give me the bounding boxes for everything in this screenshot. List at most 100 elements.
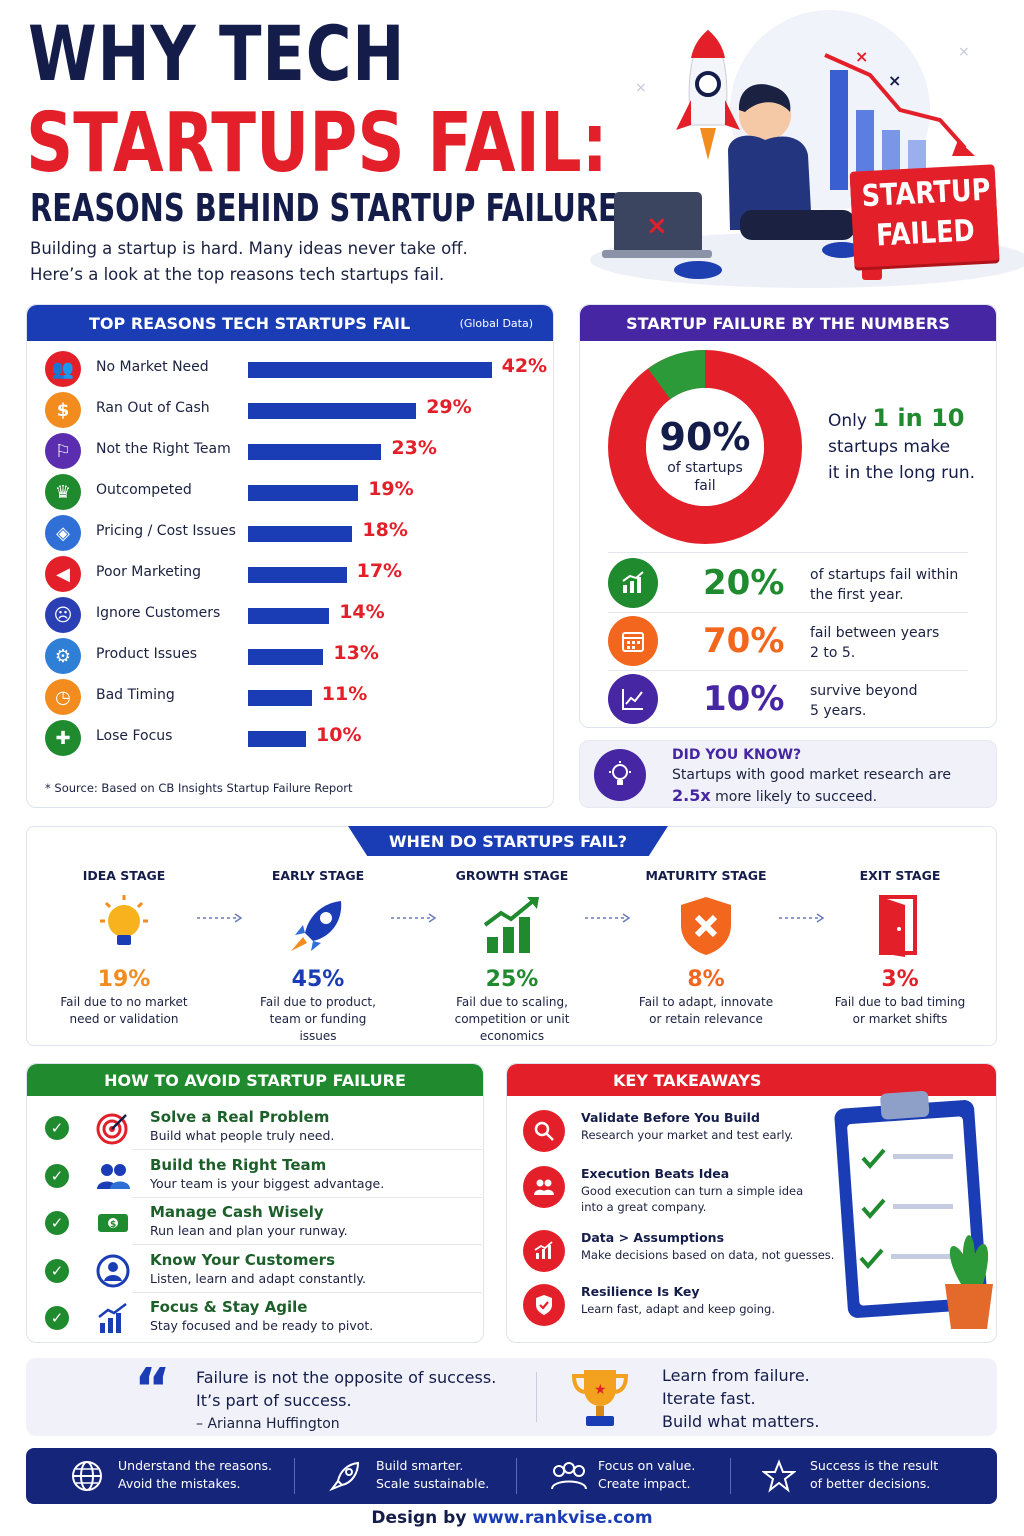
cash-icon: $ (95, 1205, 131, 1241)
stage-title: MATURITY STAGE (645, 868, 767, 883)
quote-author: – Arianna Huffington (196, 1416, 340, 1432)
only-word: Only (828, 411, 867, 431)
reason-pct: 23% (391, 437, 437, 459)
svg-text:$: $ (110, 1220, 116, 1230)
reason-bar (248, 567, 347, 583)
title-line-1: WHY TECH (28, 9, 406, 98)
check-icon: ✓ (45, 1211, 69, 1235)
takeaway-row: Resilience Is Key Learn fast, adapt and … (523, 1284, 843, 1340)
stage-item: MATURITY STAGE 8% Fail to adapt, innovat… (616, 868, 796, 1028)
footer-line-2: of better decisions. (810, 1476, 931, 1491)
sad-face-icon: ☹ (45, 597, 81, 633)
stat-text-line-1: of startups fail within (810, 567, 959, 583)
trophy-icon: ♛ (45, 474, 81, 510)
arrow-right-icon (585, 912, 633, 923)
quote-line-2: It’s part of success. (196, 1391, 352, 1410)
stage-pct: 45% (291, 967, 345, 992)
only-line-2: startups make (828, 437, 951, 457)
reason-pct: 11% (321, 683, 368, 705)
check-icon: ✓ (45, 1258, 69, 1283)
stage-desc: Fail due to product, team or funding iss… (260, 995, 376, 1043)
svg-text:★: ★ (594, 1382, 607, 1398)
title-line-2: STARTUPS FAIL: (26, 96, 608, 191)
one-in-ten-text: Only 1 in 10 startups make it in the lon… (828, 405, 975, 486)
intro-line-2: Here’s a look at the top reasons tech st… (30, 265, 445, 284)
reason-bar (248, 403, 417, 419)
footer-divider (294, 1458, 295, 1494)
donut-pct: 90% (659, 415, 751, 459)
search-icon (523, 1110, 565, 1152)
stat-divider (608, 670, 968, 671)
stage-pct: 25% (485, 967, 539, 992)
shield-check-icon (523, 1284, 565, 1326)
subtitle: REASONS BEHIND STARTUP FAILURE (30, 186, 618, 230)
reason-row: ✚ Lose Focus 10% (45, 720, 565, 756)
footer-line-2: Create impact. (598, 1476, 691, 1491)
avoid-row: ✓ Focus & Stay Agile Stay focused and be… (45, 1296, 485, 1342)
reason-row: ◀ Poor Marketing 17% (45, 556, 565, 592)
arrow-right-icon (779, 912, 827, 923)
takeaway-row: Data > Assumptions Make decisions based … (523, 1230, 843, 1286)
footer-line-1: Focus on value. (598, 1458, 696, 1473)
dollar-icon: $ (45, 392, 81, 428)
svg-text:×: × (888, 71, 901, 90)
footer-text: Success is the result of better decision… (810, 1457, 938, 1493)
avoid-row: ✓ Solve a Real Problem Build what people… (45, 1106, 485, 1152)
svg-text:×: × (958, 44, 970, 60)
top-reasons-title: TOP REASONS TECH STARTUPS FAIL (89, 313, 411, 333)
footer-line-1: Build smarter. (376, 1458, 464, 1473)
design-credit: Design by www.rankvise.com (0, 1508, 1024, 1528)
badge-line-2: FAILED (875, 213, 976, 254)
stat-number: 20% (703, 563, 785, 603)
quote-panel: “ Failure is not the opposite of success… (26, 1358, 997, 1436)
reason-row: 👥 No Market Need 42% (45, 351, 565, 387)
stat-text: survive beyond 5 years. (810, 681, 918, 721)
stage-item: IDEA STAGE 19% Fail due to no market nee… (34, 868, 214, 1028)
top-reasons-panel: TOP REASONS TECH STARTUPS FAIL (Global D… (26, 304, 554, 808)
avoid-title: Focus & Stay Agile (150, 1298, 308, 1316)
did-you-know-line-2: 2.5x more likely to succeed. (672, 786, 877, 805)
intro-text: Building a startup is hard. Many ideas n… (30, 236, 550, 288)
footer-line-1: Understand the reasons. (118, 1458, 273, 1473)
design-link[interactable]: www.rankvise.com (472, 1508, 653, 1528)
stage-desc: Fail to adapt, innovate or retain releva… (638, 995, 774, 1026)
takeaway-title: Validate Before You Build (581, 1110, 760, 1125)
users-icon: 👥 (45, 351, 81, 387)
numbers-header: STARTUP FAILURE BY THE NUMBERS (580, 305, 996, 341)
numbers-panel: STARTUP FAILURE BY THE NUMBERS 90% of st… (579, 304, 997, 728)
takeaway-row: Validate Before You Build Research your … (523, 1110, 843, 1166)
rocket-icon (676, 29, 740, 160)
reason-label: No Market Need (96, 359, 209, 375)
stat-text-line-1: fail between years (810, 625, 940, 641)
reason-label: Not the Right Team (96, 441, 231, 457)
takeaway-title: Data > Assumptions (581, 1230, 725, 1245)
reason-label: Poor Marketing (96, 564, 202, 580)
reason-row: $ Ran Out of Cash 29% (45, 392, 565, 428)
avoid-title: Manage Cash Wisely (150, 1203, 324, 1221)
footer-line-2: Avoid the mistakes. (118, 1476, 241, 1491)
check-icon: ✓ (45, 1163, 69, 1188)
lightbulb-icon (594, 749, 646, 801)
svg-text:×: × (646, 211, 668, 241)
stat-text-line-2: 5 years. (810, 703, 867, 719)
growth-chart-icon (608, 558, 658, 608)
users-icon (523, 1166, 565, 1208)
footer-bar (26, 1448, 997, 1504)
rocket-icon (283, 891, 353, 961)
stat-row: 20% of startups fail within the first ye… (608, 555, 968, 611)
reason-bar (248, 444, 382, 460)
source-note: * Source: Based on CB Insights Startup F… (45, 781, 353, 795)
stage-title: GROWTH STAGE (455, 868, 569, 883)
reason-label: Ignore Customers (96, 605, 221, 621)
footer-line-1: Success is the result (810, 1458, 939, 1473)
calendar-icon (608, 616, 658, 666)
reason-bar (248, 362, 492, 378)
avoid-divider (132, 1244, 482, 1245)
reason-pct: 19% (368, 478, 414, 500)
reason-row: ◈ Pricing / Cost Issues 18% (45, 515, 565, 551)
plant-icon (945, 1235, 993, 1329)
hero-illustration: × × × × × (580, 0, 1024, 300)
gear-icon: ⚙ (45, 638, 81, 674)
takeaway-desc: Good execution can turn a simple idea in… (581, 1184, 804, 1214)
design-prefix: Design by (371, 1508, 467, 1528)
